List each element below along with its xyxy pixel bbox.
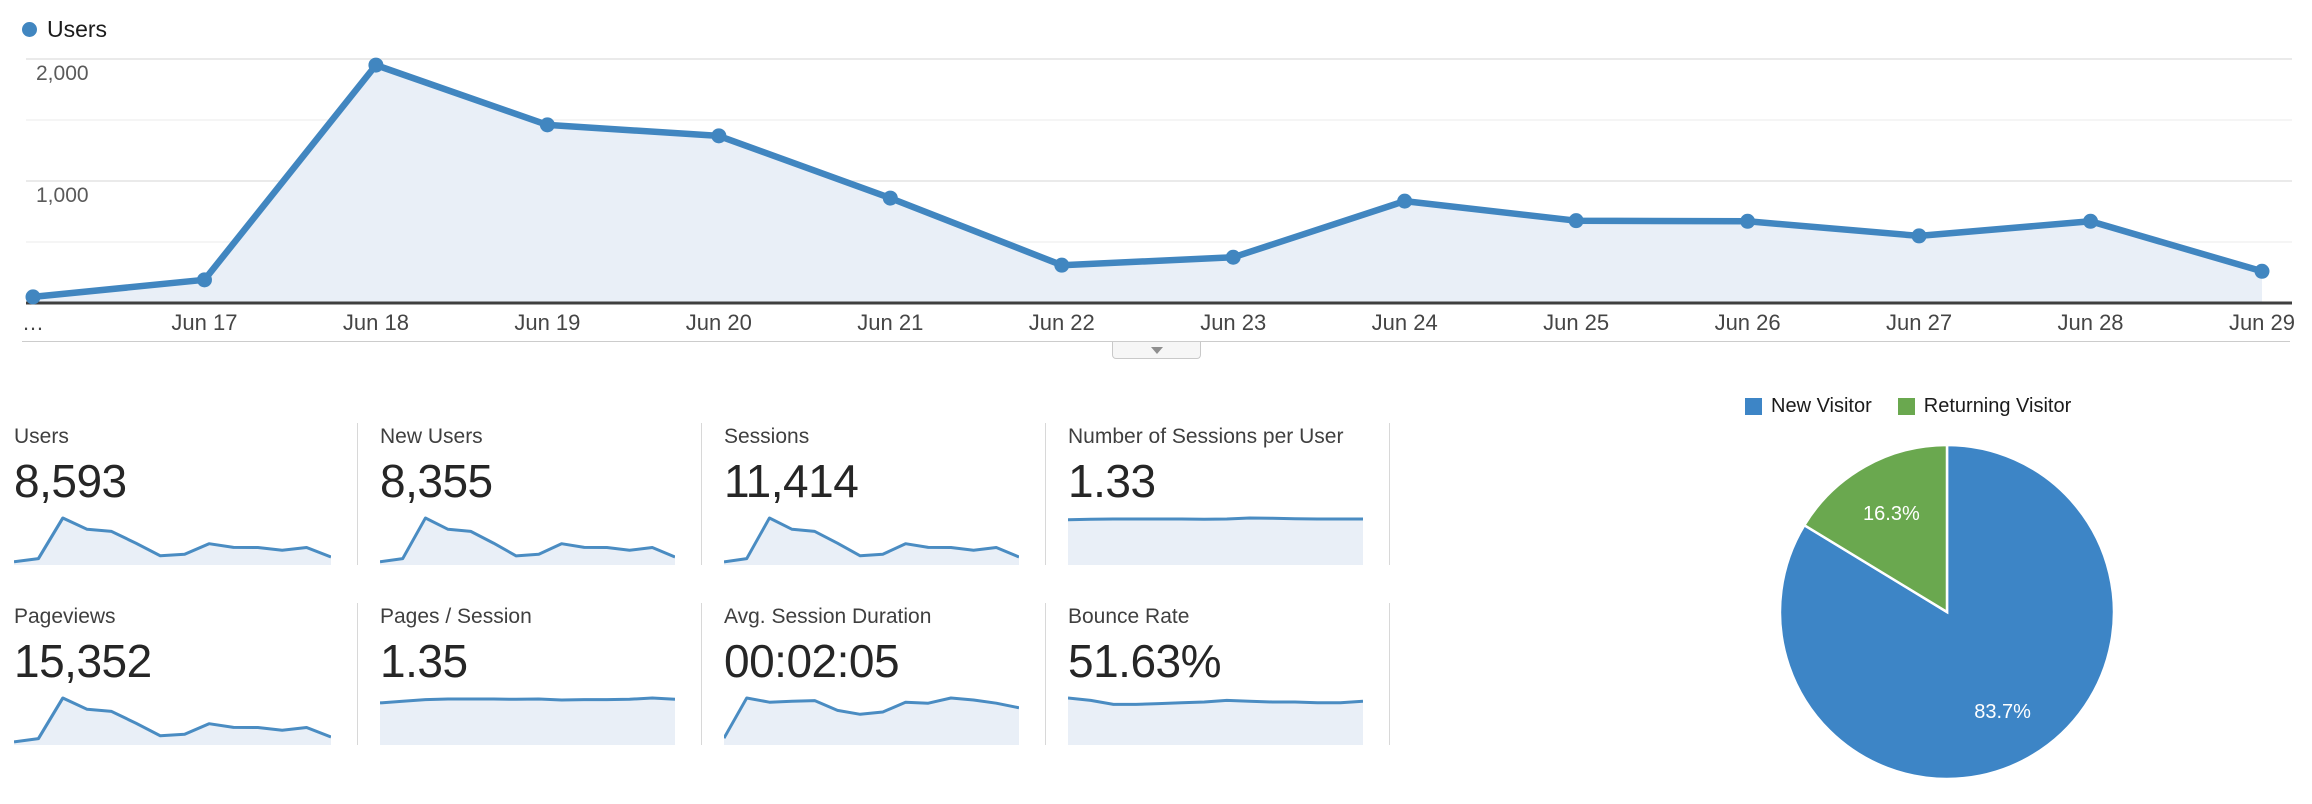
metric-card-avg-session-duration: Avg. Session Duration 00:02:05 [702,603,1046,745]
pie-legend-label: New Visitor [1771,395,1872,417]
svg-text:Jun 23: Jun 23 [1200,310,1266,335]
pie-legend: New Visitor Returning Visitor [1745,395,2071,418]
svg-text:Jun 18: Jun 18 [343,310,409,335]
svg-text:…: … [22,310,44,335]
metric-card-pages-per-session: Pages / Session 1.35 [358,603,702,745]
svg-text:Jun 22: Jun 22 [1029,310,1095,335]
metric-cards-grid: Users 8,593 New Users 8,355 Sessions 11,… [14,423,1390,745]
metric-value: 15,352 [14,635,152,688]
metric-value: 8,593 [14,455,127,508]
chart-collapse-button[interactable] [1112,342,1201,359]
svg-text:2,000: 2,000 [36,62,89,85]
pie-legend-item-returning-visitor: Returning Visitor [1897,395,2072,418]
metric-label: Number of Sessions per User [1068,425,1344,448]
users-legend-label: Users [47,16,108,42]
metric-sparkline [1068,516,1363,565]
metric-sparkline [1068,696,1363,745]
metric-card-sessions-per-user: Number of Sessions per User 1.33 [1046,423,1390,565]
svg-text:Jun 28: Jun 28 [2057,310,2123,335]
metric-value: 1.35 [380,635,468,688]
metric-value: 1.33 [1068,455,1156,508]
svg-text:1,000: 1,000 [36,184,89,207]
metric-sparkline [380,516,675,565]
metric-label: Pages / Session [380,605,532,628]
metric-sparkline [14,696,331,745]
pie-legend-swatch-returning-visitor [1897,398,1915,415]
metric-sparkline [14,516,331,565]
metric-label: Pageviews [14,605,116,628]
metric-value: 11,414 [724,455,859,508]
svg-text:Jun 29: Jun 29 [2229,310,2295,335]
svg-text:83.7%: 83.7% [1974,701,2031,723]
users-line-chart[interactable]: 1,000 2,000 … Jun 17 Jun 18 Jun 19 Jun 20 Jun 2… [0,0,2312,338]
metric-card-new-users: New Users 8,355 [358,423,702,565]
svg-text:Jun 24: Jun 24 [1372,310,1438,335]
metric-card-sessions: Sessions 11,414 [702,423,1046,565]
metric-sparkline [724,516,1019,565]
chevron-down-icon [1150,346,1163,354]
svg-text:Jun 21: Jun 21 [857,310,923,335]
metric-label: New Users [380,425,483,448]
svg-text:16.3%: 16.3% [1863,503,1920,525]
metric-label: Users [14,425,69,448]
metric-value: 8,355 [380,455,493,508]
metric-label: Avg. Session Duration [724,605,932,628]
metric-label: Bounce Rate [1068,605,1190,628]
svg-text:Jun 19: Jun 19 [514,310,580,335]
chart-legend: Users [22,16,107,43]
pie-legend-label: Returning Visitor [1923,395,2072,417]
users-legend-dot-icon [22,22,37,37]
metric-sparkline [724,696,1019,745]
metric-label: Sessions [724,425,810,448]
metric-card-users: Users 8,593 [14,423,358,565]
metric-value: 51.63% [1068,635,1222,688]
metric-sparkline [380,696,675,745]
metric-value: 00:02:05 [724,635,900,688]
metric-card-bounce-rate: Bounce Rate 51.63% [1046,603,1390,745]
pie-legend-swatch-new-visitor [1745,398,1762,415]
svg-text:Jun 26: Jun 26 [1715,310,1781,335]
pie-legend-item-new-visitor: New Visitor [1745,395,1872,418]
svg-text:Jun 27: Jun 27 [1886,310,1952,335]
svg-text:Jun 20: Jun 20 [686,310,752,335]
svg-text:Jun 25: Jun 25 [1543,310,1609,335]
metric-card-pageviews: Pageviews 15,352 [14,603,358,745]
svg-text:Jun 17: Jun 17 [171,310,237,335]
visitor-pie-chart[interactable]: 83.7% 16.3% [1770,437,2124,787]
chart-footer-divider [22,341,2290,342]
